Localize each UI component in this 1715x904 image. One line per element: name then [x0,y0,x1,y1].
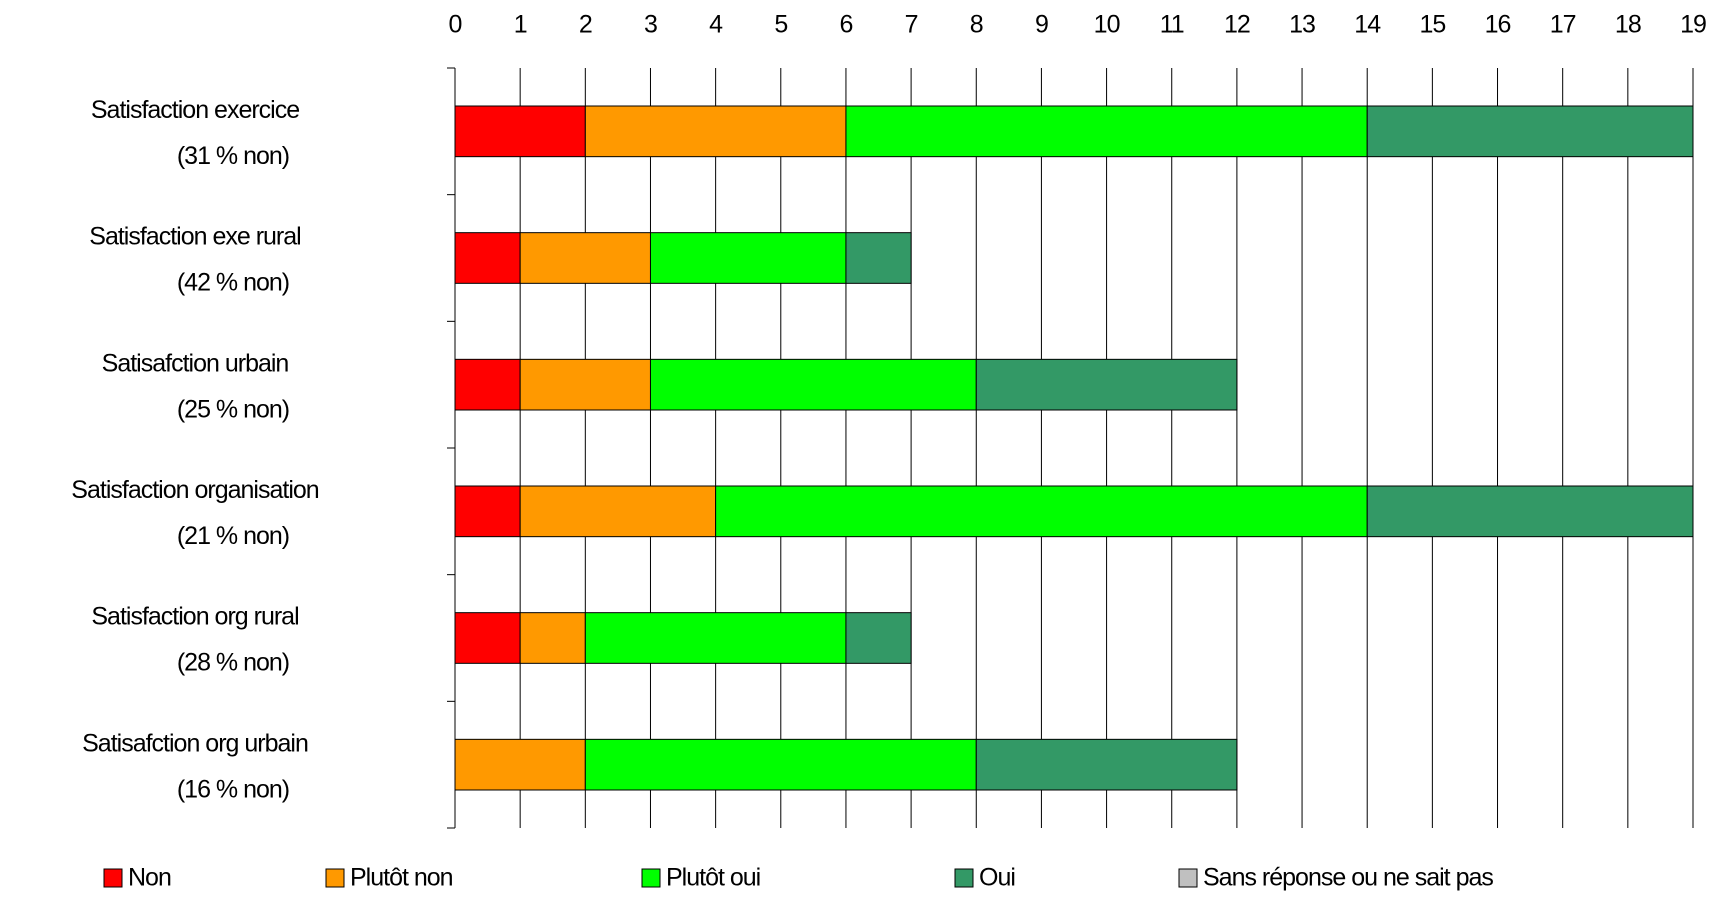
category-label: (31 % non) [177,142,289,170]
x-tick-label: 0 [449,11,462,39]
legend-label: Plutôt oui [666,864,760,892]
bar-segment [649,358,977,411]
x-tick-label: 9 [1035,11,1048,39]
x-tick-label: 1 [514,11,527,39]
category-label: Satisfaction org rural [91,603,298,631]
bar-segment [454,485,521,538]
category-label: Satisafction urbain [102,349,289,377]
legend-label: Non [128,864,171,892]
legend-swatch [1178,868,1198,888]
category-label: (42 % non) [177,269,289,297]
bar-segment [584,612,847,664]
bar-segment [454,358,521,411]
x-tick-label: 8 [970,11,983,39]
legend-swatch [325,868,345,888]
x-tick-label: 17 [1550,11,1576,39]
x-tick-label: 2 [579,11,592,39]
bar-segment [454,232,521,284]
bar-segment [454,105,586,158]
x-tick-label: 19 [1680,11,1706,39]
category-label: Satisafction org urbain [82,729,308,757]
category-label: (25 % non) [177,395,289,423]
bar-segment [715,485,1368,538]
bar-segment [519,612,586,664]
category-label: Satisfaction exercice [91,96,299,124]
x-tick-label: 18 [1615,11,1641,39]
category-label: (28 % non) [177,649,289,677]
bar-segment [519,485,717,538]
legend-swatch [103,868,123,888]
x-tick-label: 6 [839,11,852,39]
bar-segment [519,358,651,411]
x-tick-label: 15 [1419,11,1445,39]
bar-segment [845,105,1368,158]
category-label: Satisfaction organisation [71,476,318,504]
bar-segment [1366,485,1694,538]
legend-label: Plutôt non [350,864,453,892]
legend-label: Oui [979,864,1015,892]
x-tick-label: 12 [1224,11,1250,39]
legend-label: Sans réponse ou ne sait pas [1203,864,1493,892]
x-tick-label: 10 [1094,11,1120,39]
category-label: (16 % non) [177,775,289,803]
x-tick-label: 5 [774,11,787,39]
bar-segment [975,358,1238,411]
bar-segment [845,232,912,284]
category-label: Satisfaction exe rural [89,223,300,251]
bar-segment [454,612,521,664]
bar-segment [584,105,847,158]
bar-segment [975,738,1238,791]
bar-segment [649,232,847,284]
x-tick-label: 7 [905,11,918,39]
bar-segment [519,232,651,284]
x-tick-label: 4 [709,11,723,39]
x-tick-label: 13 [1289,11,1315,39]
bar-segment [584,738,977,791]
bar-segment [454,738,586,791]
legend-swatch [641,868,661,888]
x-tick-label: 3 [644,11,657,39]
bar-segment [845,612,912,664]
x-tick-label: 14 [1354,11,1381,39]
category-label: (21 % non) [177,522,289,550]
x-tick-label: 11 [1160,11,1184,39]
legend-swatch [954,868,974,888]
bar-segment [1366,105,1694,158]
x-tick-label: 16 [1485,11,1511,39]
